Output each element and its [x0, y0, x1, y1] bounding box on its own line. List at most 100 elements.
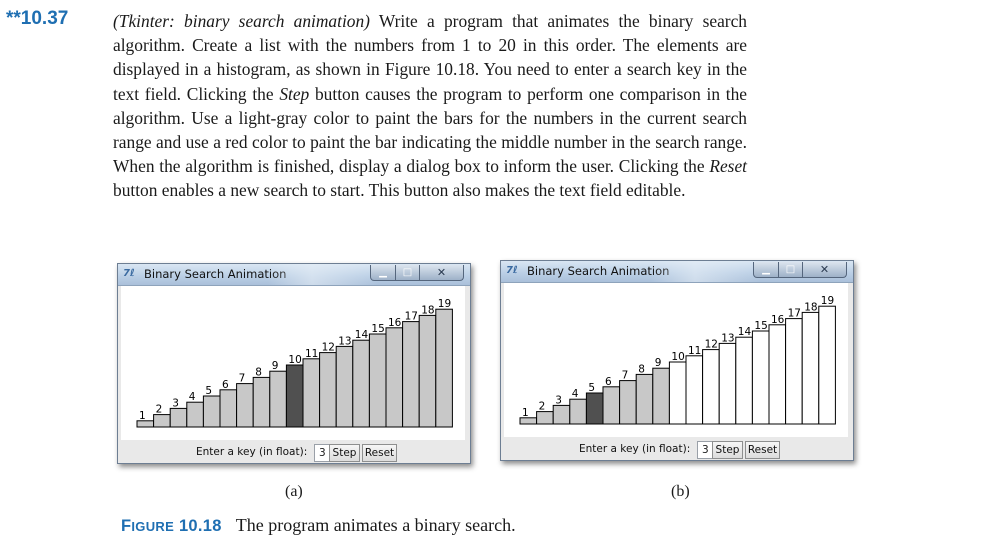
close-icon: ✕: [436, 266, 447, 279]
histogram-bar-15: [751, 330, 770, 425]
histogram-bar-14: [352, 339, 370, 428]
bar-label-1: 1: [139, 410, 146, 422]
step-word: Step: [279, 83, 310, 104]
histogram-bar-16: [385, 327, 404, 428]
title-glass-highlight: [268, 264, 378, 285]
histogram-bar-10: [668, 361, 687, 425]
bar-label-1: 1: [522, 407, 529, 419]
bar-label-12: 12: [322, 342, 335, 354]
exercise-text-part-2: button causes the program to perform one…: [113, 83, 747, 177]
bar-label-6: 6: [605, 376, 612, 388]
window-controls: ▁ □ ✕: [753, 262, 847, 278]
reset-word: Reset: [709, 156, 747, 177]
tk-feather-icon: 7ℓ: [506, 265, 518, 276]
figure-label-smallcaps: IGURE: [131, 519, 175, 534]
histogram-bar-8: [635, 373, 654, 425]
maximize-button[interactable]: □: [779, 262, 803, 278]
histogram-bar-3: [169, 407, 188, 428]
bar-label-13: 13: [721, 332, 734, 344]
bar-label-7: 7: [622, 370, 629, 382]
histogram-bar-6: [219, 389, 238, 428]
figure-caption: FIGURE 10.18 The program animates a binar…: [121, 515, 516, 536]
histogram-bar-17: [402, 321, 420, 428]
close-icon: ✕: [819, 263, 830, 276]
exercise-number: **10.37: [6, 8, 69, 29]
histogram-bar-2: [153, 414, 171, 428]
bar-label-17: 17: [788, 308, 801, 320]
bar-label-16: 16: [388, 317, 402, 329]
histogram-bar-5: [585, 392, 604, 425]
bar-label-11: 11: [688, 345, 701, 357]
histogram-bar-13: [718, 342, 737, 425]
histogram-bar-15: [368, 333, 387, 428]
window-controls: ▁ □ ✕: [370, 265, 464, 281]
histogram-bar-16: [768, 324, 787, 425]
bar-label-13: 13: [338, 335, 351, 347]
histogram-canvas: 1 2 3 4 5 6 7 8 9 10 11 12 13 14 15 16 17 18 19: [121, 286, 465, 440]
key-label: Enter a key (in float):: [196, 446, 308, 458]
bar-label-10: 10: [671, 351, 684, 363]
histogram-bar-12: [319, 352, 337, 428]
bar-label-18: 18: [421, 304, 434, 316]
histogram-bar-8: [252, 376, 271, 428]
maximize-icon: □: [402, 267, 413, 278]
bar-label-9: 9: [272, 360, 279, 372]
figure-label-prefix: F: [121, 517, 132, 535]
minimize-icon: ▁: [379, 267, 387, 278]
histogram-bar-19: [818, 305, 836, 425]
bar-label-9: 9: [655, 357, 662, 369]
step-button[interactable]: Step: [712, 441, 743, 459]
histogram-bar-2: [536, 411, 554, 425]
title-bar[interactable]: 7ℓ Binary Search Animation ▁ □ ✕: [118, 264, 470, 286]
bar-label-16: 16: [771, 314, 785, 326]
histogram-bar-4: [186, 401, 204, 428]
title-bar[interactable]: 7ℓ Binary Search Animation ▁ □ ✕: [501, 261, 853, 283]
histogram-bar-4: [569, 398, 587, 425]
bar-label-8: 8: [638, 363, 645, 375]
bar-label-2: 2: [539, 401, 546, 413]
histogram-bar-17: [785, 318, 803, 425]
figure-label-number: 10.18: [178, 517, 222, 535]
bar-label-7: 7: [239, 373, 246, 385]
subfigure-caption-a: (a): [285, 483, 303, 500]
bar-label-10: 10: [288, 354, 301, 366]
bar-label-15: 15: [371, 323, 384, 335]
minimize-button[interactable]: ▁: [370, 265, 396, 281]
bar-label-14: 14: [355, 329, 369, 341]
minimize-icon: ▁: [762, 264, 770, 275]
close-button[interactable]: ✕: [803, 262, 847, 278]
exercise-title: (Tkinter: binary search animation): [113, 11, 370, 31]
histogram-bar-18: [801, 311, 820, 425]
window-title: Binary Search Animation: [144, 267, 287, 281]
close-button[interactable]: ✕: [420, 265, 464, 281]
histogram-bar-9: [269, 370, 287, 428]
control-panel: Enter a key (in float): 3 Step Reset: [501, 437, 853, 460]
step-button[interactable]: Step: [329, 444, 360, 462]
histogram-bar-11: [302, 358, 321, 428]
histogram-bar-19: [435, 308, 453, 428]
reset-button[interactable]: Reset: [362, 444, 397, 462]
histogram-bar-13: [335, 345, 354, 428]
exercise-text-part-3: button enables a new search to start. Th…: [113, 180, 686, 201]
bar-label-19: 19: [821, 295, 834, 307]
reset-button[interactable]: Reset: [745, 441, 780, 459]
title-glass-highlight: [651, 261, 761, 282]
bar-label-3: 3: [172, 397, 179, 409]
bar-label-2: 2: [156, 404, 163, 416]
subfigure-caption-b: (b): [671, 483, 690, 500]
bar-label-4: 4: [572, 388, 579, 400]
maximize-icon: □: [785, 264, 796, 275]
histogram-bar-6: [602, 386, 621, 425]
bar-label-3: 3: [555, 394, 562, 406]
bar-label-5: 5: [205, 385, 212, 397]
maximize-button[interactable]: □: [396, 265, 420, 281]
bar-label-6: 6: [222, 379, 229, 391]
histogram-bar-3: [552, 404, 571, 425]
minimize-button[interactable]: ▁: [753, 262, 779, 278]
figure-label: FIGURE 10.18: [121, 517, 222, 535]
bar-label-8: 8: [255, 366, 262, 378]
control-panel: Enter a key (in float): 3 Step Reset: [118, 440, 470, 463]
histogram-bar-10: [285, 364, 304, 428]
